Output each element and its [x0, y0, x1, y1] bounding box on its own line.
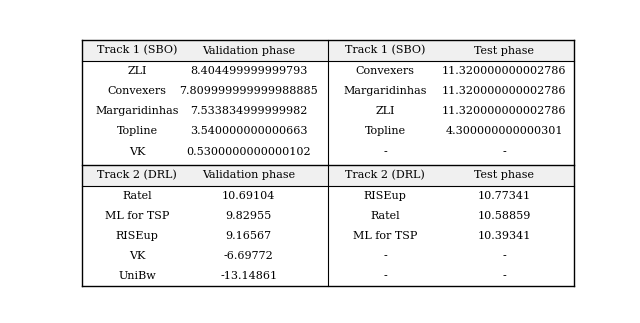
- Text: UniBw: UniBw: [118, 271, 156, 281]
- Text: Test phase: Test phase: [474, 46, 534, 56]
- Text: -6.69772: -6.69772: [224, 251, 273, 261]
- Text: 11.320000000002786: 11.320000000002786: [442, 66, 566, 76]
- Text: 9.82955: 9.82955: [225, 211, 272, 221]
- Text: -: -: [502, 251, 506, 261]
- Text: Topline: Topline: [364, 127, 406, 137]
- Text: 10.77341: 10.77341: [477, 191, 531, 201]
- Text: Margaridinhas: Margaridinhas: [95, 106, 179, 116]
- Text: Convexers: Convexers: [108, 86, 166, 96]
- Text: 11.320000000002786: 11.320000000002786: [442, 86, 566, 96]
- Text: -: -: [383, 271, 387, 281]
- Text: Track 2 (DRL): Track 2 (DRL): [345, 170, 425, 180]
- Text: VK: VK: [129, 147, 145, 157]
- Text: 4.300000000000301: 4.300000000000301: [445, 127, 563, 137]
- Text: 11.320000000002786: 11.320000000002786: [442, 106, 566, 116]
- Text: 7.809999999999988885: 7.809999999999988885: [179, 86, 318, 96]
- Text: -: -: [383, 147, 387, 157]
- Text: 10.69104: 10.69104: [222, 191, 275, 201]
- Text: RISEup: RISEup: [364, 191, 406, 201]
- Text: RISEup: RISEup: [116, 231, 159, 241]
- Text: ML for TSP: ML for TSP: [353, 231, 417, 241]
- Text: Validation phase: Validation phase: [202, 170, 295, 180]
- Text: Track 2 (DRL): Track 2 (DRL): [97, 170, 177, 180]
- Text: -: -: [502, 147, 506, 157]
- Text: 10.39341: 10.39341: [477, 231, 531, 241]
- Text: 3.540000000000663: 3.540000000000663: [190, 127, 307, 137]
- Text: 8.404499999999793: 8.404499999999793: [190, 66, 307, 76]
- Text: -: -: [383, 251, 387, 261]
- Text: Validation phase: Validation phase: [202, 46, 295, 56]
- Text: Track 1 (SBO): Track 1 (SBO): [97, 46, 177, 56]
- Text: Margaridinhas: Margaridinhas: [343, 86, 427, 96]
- Text: 0.5300000000000102: 0.5300000000000102: [186, 147, 311, 157]
- Text: Convexers: Convexers: [356, 66, 415, 76]
- Text: ZLI: ZLI: [127, 66, 147, 76]
- Text: Track 1 (SBO): Track 1 (SBO): [345, 46, 425, 56]
- Text: Ratel: Ratel: [122, 191, 152, 201]
- Text: Topline: Topline: [116, 127, 157, 137]
- Bar: [83, 40, 573, 61]
- Text: -13.14861: -13.14861: [220, 271, 277, 281]
- Text: 10.58859: 10.58859: [477, 211, 531, 221]
- Text: ZLI: ZLI: [375, 106, 395, 116]
- Text: VK: VK: [129, 251, 145, 261]
- Text: Ratel: Ratel: [370, 211, 400, 221]
- Text: 9.16567: 9.16567: [225, 231, 272, 241]
- Text: 7.533834999999982: 7.533834999999982: [190, 106, 307, 116]
- Bar: [83, 165, 573, 186]
- Text: Test phase: Test phase: [474, 170, 534, 180]
- Text: ML for TSP: ML for TSP: [105, 211, 169, 221]
- Text: -: -: [502, 271, 506, 281]
